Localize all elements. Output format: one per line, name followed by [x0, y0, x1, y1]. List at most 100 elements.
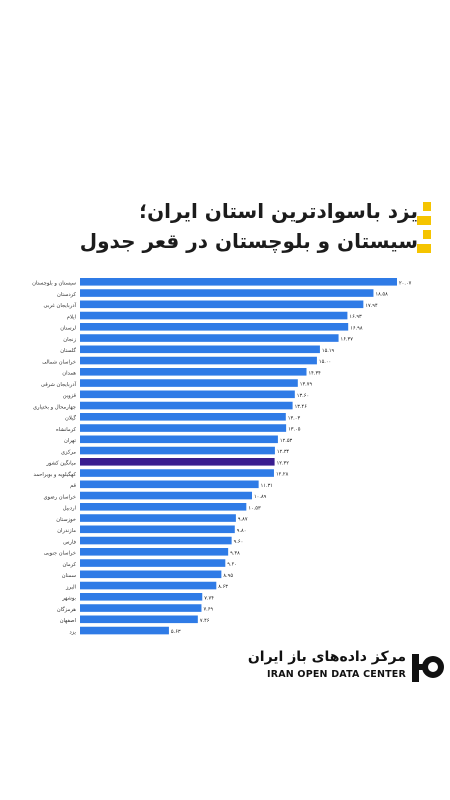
category-label: چهارمحال و بختیاری [33, 404, 76, 410]
category-label: سیستان و بلوچستان [32, 281, 76, 287]
category-label: خوزستان [56, 517, 76, 523]
value-label: ۹.۳۸ [230, 550, 240, 556]
value-label: ۱۲.۳۲ [277, 460, 290, 466]
category-label: آذربایجان شرقی [41, 381, 77, 388]
bar [80, 345, 320, 354]
value-label: ۱۳.۰۵ [288, 427, 301, 433]
category-label: هرمزگان [57, 606, 76, 613]
brand-logo: مرکز داده‌های باز ایران IRAN OPEN DATA C… [248, 648, 446, 686]
category-label: خراسان رضوی [43, 494, 76, 500]
category-label: مرکزی [61, 449, 76, 455]
category-label: کردستان [57, 292, 76, 298]
category-label: بوشهر [61, 596, 76, 602]
category-label: خراسان جنوبی [44, 551, 76, 557]
bar [80, 289, 374, 297]
bar [80, 379, 298, 387]
value-label: ۱۳.۷۹ [300, 382, 313, 388]
bar [80, 593, 203, 601]
bar [80, 626, 169, 635]
category-label: قم [70, 483, 76, 489]
title-line-2: سیستان و بلوچستان در قعر جدول [79, 229, 418, 253]
category-label: کهگیلویه و بویراحمد [33, 471, 76, 478]
chart-title: یزد باسوادترین استان ایران؛ سیستان و بلو… [28, 196, 418, 256]
category-label: خراسان شمالی [42, 359, 76, 365]
value-label: ۱۶.۹۸ [350, 325, 363, 331]
category-label: سمنان [62, 573, 76, 579]
bar [80, 311, 348, 320]
value-label: ۱۳.۶۰ [297, 393, 309, 399]
value-label: ۹.۸۷ [238, 517, 248, 523]
bar [80, 525, 235, 534]
value-label: ۱۳.۴۶ [295, 404, 308, 410]
bar [80, 559, 226, 567]
category-label: قزوین [63, 393, 77, 399]
category-label: اصفهان [60, 618, 76, 624]
value-label: ۱۲.۲۸ [276, 472, 289, 478]
value-label: ۱۰.۸۹ [254, 494, 267, 500]
category-label: البرز [65, 584, 76, 590]
value-label: ۱۲.۵۳ [280, 438, 293, 444]
value-label: ۹.۶۰ [234, 539, 244, 545]
category-label: همدان [62, 371, 76, 377]
value-label: ۸.۹۵ [223, 573, 233, 579]
bar [80, 300, 364, 309]
value-label: ۱۶.۳۷ [341, 337, 354, 343]
title-line-1: یزد باسوادترین استان ایران؛ [139, 199, 418, 223]
bar [80, 480, 259, 489]
value-label: ۱۴.۳۴ [308, 370, 321, 376]
category-label: گیلان [65, 415, 76, 422]
bar [80, 446, 275, 455]
category-label: اردبیل [63, 506, 76, 512]
bar [80, 435, 278, 444]
category-label: زنجان [63, 337, 76, 343]
bar [80, 390, 295, 399]
bar [80, 356, 317, 365]
bar [80, 514, 236, 522]
value-label: ۹.۸۰ [237, 528, 247, 534]
bar [80, 503, 247, 511]
bar [80, 604, 202, 612]
bar-highlight [80, 458, 275, 466]
value-label: ۷.۷۴ [204, 595, 214, 601]
bar [80, 413, 286, 421]
category-label: یزد [69, 629, 76, 635]
bar [80, 401, 293, 410]
bar [80, 491, 253, 500]
brand-name-en: IRAN OPEN DATA CENTER [266, 669, 406, 680]
value-label: ۷.۶۹ [203, 607, 213, 613]
category-label: فارس [63, 539, 76, 545]
value-label: ۲۰.۰۷ [399, 280, 412, 286]
category-label: کرمانشاه [56, 427, 77, 433]
category-label: آذربایجان غربی [44, 302, 77, 309]
bar [80, 570, 222, 579]
value-label: ۱۷.۹۴ [365, 303, 378, 309]
category-label: گلستان [60, 347, 76, 354]
category-label: مازندران [57, 528, 76, 534]
bar [80, 615, 198, 624]
bar [80, 469, 274, 477]
value-label: ۱۵.۰۰ [319, 359, 331, 365]
value-label: ۱۸.۵۸ [375, 292, 388, 298]
brand-name-fa: مرکز داده‌های باز ایران [247, 649, 406, 665]
value-label: ۷.۴۶ [200, 618, 210, 624]
bar [80, 323, 349, 331]
bar [80, 334, 339, 342]
category-label: میانگین کشور [45, 460, 76, 467]
value-label: ۹.۲۰ [227, 562, 237, 568]
iran-open-data-center-logo-icon [412, 654, 444, 682]
value-label: ۸.۶۳ [218, 584, 228, 590]
title-accent-icon [417, 202, 431, 262]
bar [80, 424, 287, 432]
bar [80, 278, 397, 286]
value-label: ۱۳.۰۳ [288, 415, 301, 421]
value-label: ۱۲.۳۴ [277, 449, 290, 455]
value-label: ۱۵.۱۹ [322, 348, 335, 354]
value-label: ۵.۶۳ [171, 629, 181, 635]
value-label: ۱۰.۵۳ [248, 505, 261, 511]
bar [80, 536, 232, 545]
category-label: ایلام [67, 314, 76, 320]
category-label: کرمان [62, 562, 76, 568]
bar [80, 368, 307, 376]
category-label: لرستان [60, 326, 76, 332]
